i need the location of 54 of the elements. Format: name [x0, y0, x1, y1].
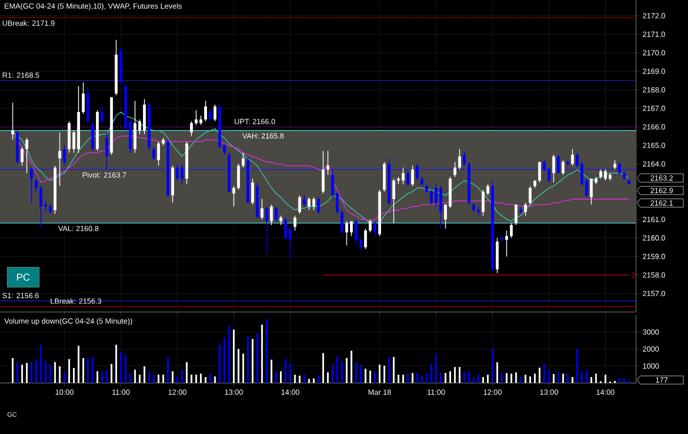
candlestick: [237, 163, 240, 190]
candlestick: [308, 196, 310, 211]
candlestick: [298, 194, 302, 214]
candlestick: [406, 170, 410, 186]
candlestick: [462, 150, 466, 166]
candlestick: [152, 146, 156, 161]
candlestick: [190, 120, 193, 136]
candlestick: [302, 194, 306, 207]
candlestick: [199, 115, 202, 126]
candlestick: [354, 219, 358, 244]
candlestick: [571, 148, 574, 166]
candlestick: [30, 167, 33, 204]
candlestick: [477, 206, 480, 216]
candlestick: [444, 204, 447, 230]
candlestick: [411, 165, 414, 186]
candlestick: [270, 204, 273, 226]
candlestick: [613, 160, 616, 170]
candlestick: [482, 189, 485, 216]
candlestick: [157, 141, 160, 166]
candlestick: [618, 162, 621, 176]
annotation: PC: [17, 274, 30, 281]
candlestick: [458, 148, 462, 170]
candlestick: [350, 220, 353, 236]
candlestick: [528, 186, 532, 206]
candlestick: [548, 167, 550, 183]
candlestick: [562, 160, 565, 176]
candlestick: [251, 178, 254, 206]
candlestick: [63, 144, 66, 166]
candlestick: [100, 104, 104, 124]
candlestick: [288, 226, 292, 259]
candlestick: [284, 217, 287, 240]
candlestick: [374, 220, 376, 236]
candlestick: [538, 162, 541, 183]
candlestick: [222, 143, 226, 156]
candlestick: [260, 198, 264, 220]
candlestick: [204, 100, 207, 122]
candlestick: [20, 146, 24, 166]
candlestick: [510, 222, 513, 238]
candlestick: [279, 215, 282, 226]
candlestick: [345, 220, 348, 246]
candlestick: [326, 150, 330, 176]
candlestick: [340, 210, 344, 235]
candlestick: [420, 176, 424, 186]
candlestick: [294, 215, 296, 231]
candlestick: [317, 196, 320, 214]
candlestick: [364, 228, 367, 250]
candlestick: [524, 202, 527, 216]
candlestick: [453, 162, 456, 178]
candlestick: [214, 104, 216, 122]
candlestick: [505, 230, 508, 257]
candlestick: [331, 169, 334, 198]
candlestick: [274, 206, 278, 222]
candlestick: [514, 204, 518, 226]
candlestick: [556, 154, 560, 174]
